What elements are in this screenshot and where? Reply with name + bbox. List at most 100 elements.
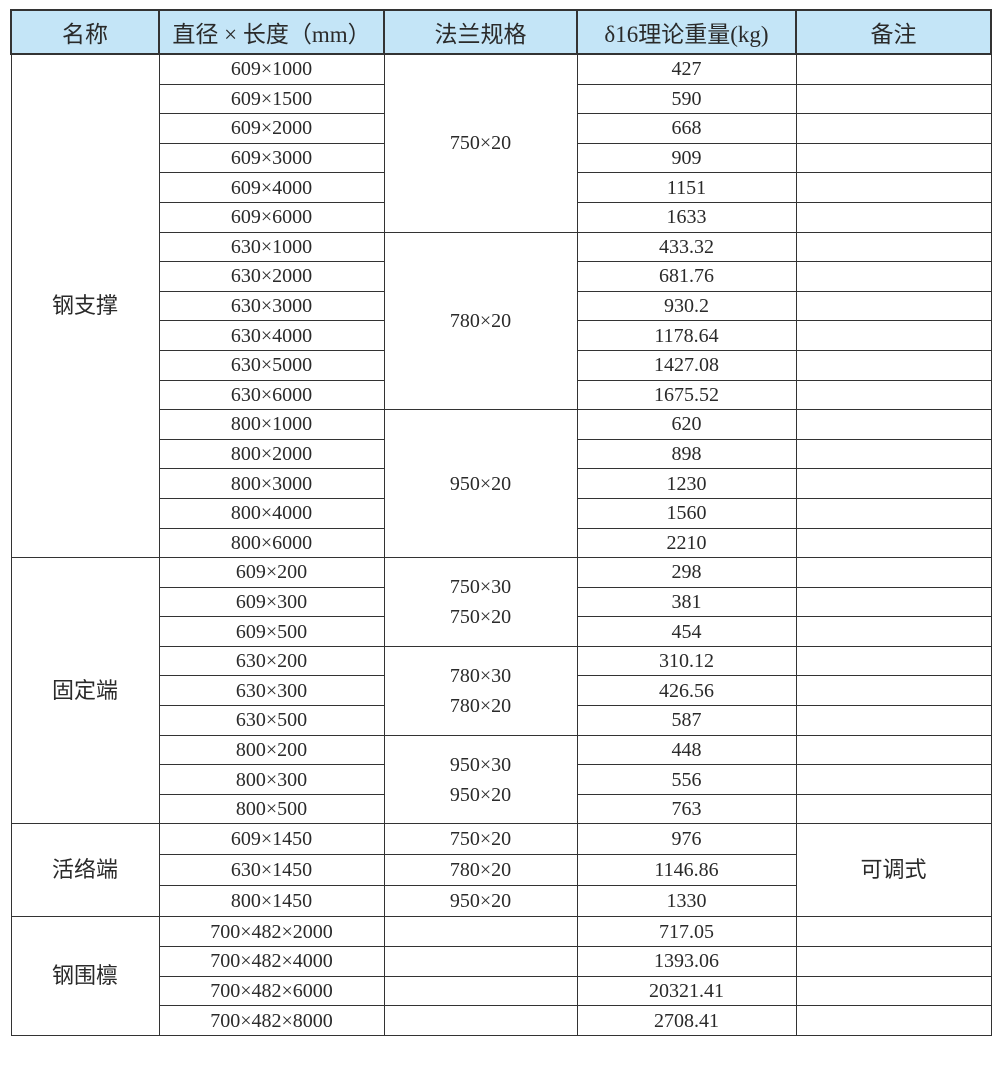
size-cell: 800×6000: [158, 527, 385, 559]
remark-cell: [795, 113, 992, 144]
weight-cell: 1146.86: [576, 854, 797, 887]
size-cell: 700×482×8000: [158, 1005, 385, 1036]
remark-cell: [795, 705, 992, 736]
weight-cell: 930.2: [576, 290, 797, 322]
header-name: 名称: [10, 9, 160, 55]
remark-cell: [795, 290, 992, 322]
size-cell: 800×300: [158, 764, 385, 795]
table-row: 609×500 454: [11, 616, 992, 647]
size-cell: 700×482×4000: [158, 946, 385, 977]
size-cell: 700×482×6000: [158, 975, 385, 1007]
flange-cell: [383, 916, 578, 948]
remark-cell: [795, 946, 992, 977]
weight-cell: 2708.41: [576, 1005, 797, 1036]
weight-cell: 620: [576, 409, 797, 440]
size-cell: 800×1450: [158, 885, 385, 918]
remark-cell: [795, 320, 992, 351]
table-row: 609×2000 668: [11, 113, 992, 144]
table-row: 630×2000 681.76: [11, 261, 992, 292]
size-cell: 609×2000: [158, 113, 385, 144]
flange-spec: 750×20: [449, 132, 512, 155]
flange-spec: 780×30: [449, 664, 512, 687]
size-cell: 800×2000: [158, 438, 385, 470]
remark-cell: [795, 83, 992, 115]
flange-cell: 780×20: [383, 854, 578, 887]
table-row: 609×1500 590: [11, 83, 992, 115]
remark-cell: 可调式: [795, 823, 992, 918]
size-cell: 630×6000: [158, 379, 385, 411]
table-row: 630×3000 930.2: [11, 290, 992, 322]
weight-cell: 1178.64: [576, 320, 797, 351]
weight-cell: 587: [576, 705, 797, 736]
flange-cell: [383, 946, 578, 977]
weight-cell: 1560: [576, 497, 797, 529]
table-row: 800×1450 950×20 1330: [11, 885, 991, 918]
group-name-cell: 钢围檩: [10, 916, 160, 1036]
remark-cell: [795, 675, 992, 707]
weight-cell: 763: [576, 793, 797, 825]
remark-cell: [795, 379, 992, 411]
weight-cell: 1393.06: [576, 946, 797, 977]
size-cell: 800×1000: [158, 409, 385, 440]
remark-cell: [795, 734, 992, 766]
remark-cell: [795, 201, 992, 233]
weight-cell: 1330: [576, 885, 797, 918]
table-row: 609×6000 1633: [11, 201, 992, 233]
weight-cell: 298: [576, 557, 797, 588]
remark-cell: [795, 586, 992, 618]
flange-cell: 950×30 950×20: [383, 734, 578, 825]
weight-cell: 2210: [576, 527, 797, 559]
group-name-cell: 钢支撑: [10, 53, 160, 559]
flange-spec: 780×20: [449, 309, 512, 332]
table-row: 700×482×4000 1393.06: [11, 946, 992, 977]
remark-cell: [795, 409, 992, 440]
table-row: 钢支撑 609×1000 750×20 427: [10, 53, 992, 559]
table-row: 700×482×8000 2708.41: [11, 1005, 992, 1036]
remark-cell: [795, 1005, 992, 1036]
flange-cell: 750×30 750×20: [383, 557, 578, 647]
size-cell: 609×3000: [158, 142, 385, 174]
header-flange: 法兰规格: [383, 9, 578, 55]
size-cell: 800×3000: [158, 468, 385, 499]
weight-cell: 310.12: [576, 645, 797, 677]
remark-cell: [795, 916, 992, 948]
weight-cell: 898: [576, 438, 797, 470]
size-cell: 800×200: [158, 734, 385, 766]
remark-cell: [795, 645, 992, 677]
remark-cell: [795, 975, 992, 1007]
table-row: 800×500 763: [11, 793, 992, 825]
size-cell: 609×4000: [158, 172, 385, 203]
flange-spec: 950×30: [449, 753, 512, 776]
table-row: 800×3000 1230: [11, 468, 992, 499]
flange-spec: 780×20: [449, 859, 512, 882]
size-cell: 609×1000: [158, 53, 385, 85]
remark-cell: [795, 527, 992, 559]
table-row: 609×3000 909: [11, 142, 992, 174]
header-remark: 备注: [795, 9, 992, 55]
weight-cell: 1230: [576, 468, 797, 499]
weight-cell: 976: [576, 823, 797, 856]
weight-cell: 909: [576, 142, 797, 174]
weight-cell: 717.05: [576, 916, 797, 948]
header-row: 名称 直径 × 长度（mm） 法兰规格 δ16理论重量(kg) 备注: [10, 9, 992, 55]
table-row: 630×500 587: [11, 705, 992, 736]
flange-cell: [383, 1005, 578, 1036]
flange-cell: 750×20: [383, 823, 578, 856]
weight-cell: 427: [576, 53, 797, 85]
flange-cell: 780×20: [383, 231, 578, 411]
flange-cell: 750×20: [383, 53, 578, 233]
table-row: 活络端 609×1450 750×20 976 可调式: [10, 823, 992, 918]
size-cell: 800×4000: [158, 497, 385, 529]
table-row: 800×4000 1560: [11, 497, 992, 529]
size-cell: 609×300: [158, 586, 385, 618]
group-name-cell: 固定端: [10, 557, 160, 825]
weight-cell: 668: [576, 113, 797, 144]
flange-cell: 780×30 780×20: [383, 645, 578, 736]
weight-cell: 1675.52: [576, 379, 797, 411]
flange-cell: [383, 975, 578, 1007]
flange-spec: 950×20: [449, 783, 512, 806]
remark-cell: [795, 349, 992, 381]
table-row: 609×4000 1151: [11, 172, 992, 203]
size-cell: 700×482×2000: [158, 916, 385, 948]
weight-cell: 454: [576, 616, 797, 647]
